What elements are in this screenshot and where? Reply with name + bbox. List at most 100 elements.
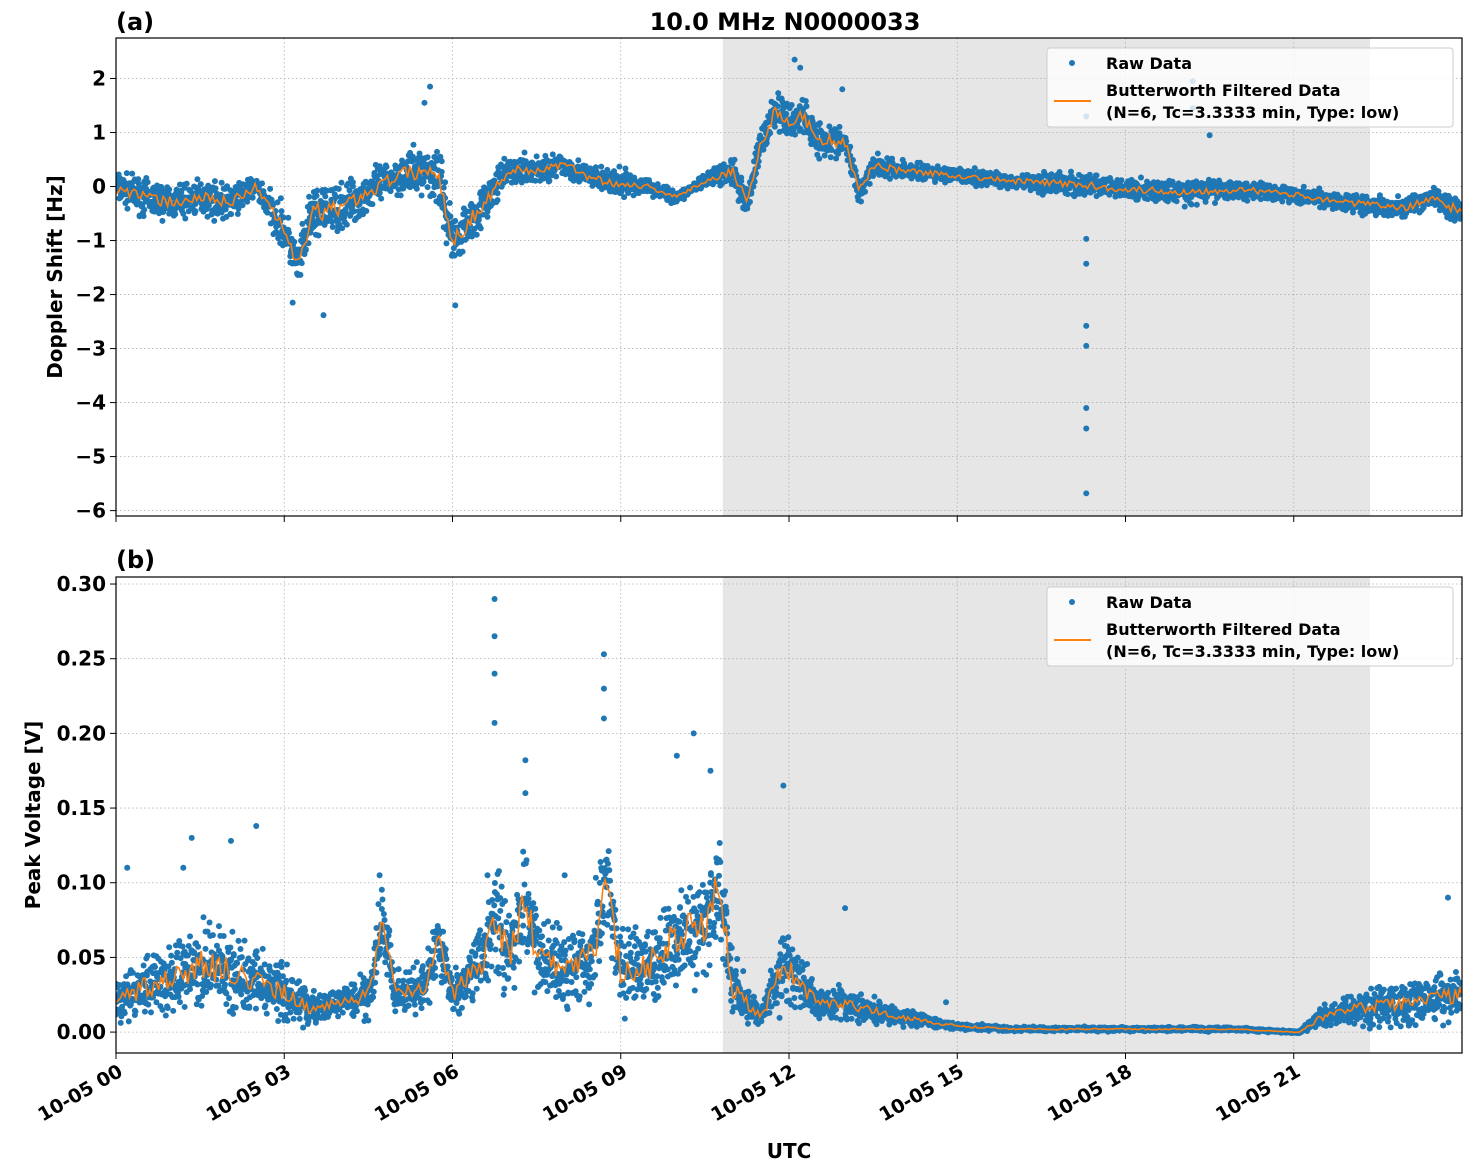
raw-data-point [346, 187, 353, 194]
raw-data-point [218, 179, 225, 186]
raw-data-point [187, 986, 194, 993]
raw-data-point [176, 999, 183, 1006]
raw-data-point [738, 174, 745, 181]
raw-data-point [1137, 174, 1144, 181]
raw-data-point [117, 1019, 124, 1026]
raw-data-point [253, 948, 260, 955]
raw-data-point [475, 217, 482, 224]
raw-data-point [1083, 490, 1090, 497]
raw-data-point [1458, 212, 1462, 219]
raw-data-point [174, 949, 181, 956]
raw-data-point [370, 988, 377, 995]
raw-data-point [223, 1001, 230, 1008]
raw-data-point [416, 150, 423, 157]
raw-data-point [121, 1010, 128, 1017]
y-tick-label: −5 [75, 445, 106, 469]
raw-data-point [802, 97, 809, 104]
legend-raw-marker [1069, 60, 1075, 66]
raw-data-point [285, 229, 292, 236]
raw-data-point [234, 960, 241, 967]
raw-data-point [335, 185, 342, 192]
raw-data-point [234, 210, 241, 217]
raw-data-point [847, 143, 854, 150]
y-tick-label: −1 [75, 229, 106, 253]
raw-data-point [145, 1001, 152, 1008]
raw-data-point [446, 199, 453, 206]
raw-data-point [1083, 260, 1090, 267]
raw-data-point [162, 1012, 169, 1019]
raw-data-point [746, 198, 753, 205]
raw-data-point [750, 183, 757, 190]
raw-data-point [232, 1004, 239, 1011]
raw-data-point [469, 233, 476, 240]
raw-data-point [351, 986, 358, 993]
raw-data-point [771, 123, 778, 130]
raw-data-point [821, 152, 828, 159]
raw-data-point [797, 64, 804, 71]
raw-data-point [397, 192, 404, 199]
raw-data-point [621, 194, 628, 201]
raw-data-point [280, 214, 287, 221]
raw-data-point [147, 1009, 154, 1016]
raw-data-point [345, 180, 352, 187]
raw-data-point [159, 217, 166, 224]
raw-data-point [484, 213, 491, 220]
raw-data-point [791, 56, 798, 63]
raw-data-point [238, 991, 245, 998]
raw-data-point [836, 123, 843, 130]
raw-data-point [473, 231, 480, 238]
filtered-data-line [116, 106, 1462, 261]
y-tick-label: 0.05 [57, 945, 106, 969]
raw-data-point [129, 969, 136, 976]
raw-data-point [438, 158, 445, 165]
raw-data-point [353, 1008, 360, 1015]
raw-data-point [440, 184, 447, 191]
raw-data-point [1212, 200, 1219, 207]
raw-data-point [140, 213, 147, 220]
raw-data-point [211, 178, 218, 185]
raw-data-point [119, 1003, 126, 1010]
raw-data-point [413, 185, 420, 192]
raw-data-point [224, 183, 231, 190]
raw-data-point [135, 176, 142, 183]
raw-data-point [1300, 183, 1307, 190]
raw-data-point [302, 987, 309, 994]
raw-data-point [335, 1013, 342, 1020]
raw-data-point [1206, 132, 1213, 139]
raw-data-point [198, 1002, 205, 1009]
raw-data-point [314, 187, 321, 194]
raw-data-point [553, 173, 560, 180]
y-tick-label: 0 [92, 175, 106, 199]
raw-data-point [1083, 404, 1090, 411]
raw-data-point [290, 1015, 297, 1022]
raw-data-point [140, 962, 147, 969]
plot-area [116, 56, 1462, 497]
raw-data-point [166, 944, 173, 951]
y-tick-label: −2 [75, 283, 106, 307]
raw-data-point [302, 246, 309, 253]
raw-data-point [306, 193, 313, 200]
raw-data-point [383, 163, 390, 170]
raw-data-point [379, 896, 386, 903]
raw-data-point [376, 951, 383, 958]
raw-data-point [241, 937, 248, 944]
raw-data-point [343, 221, 350, 228]
raw-data-point [760, 146, 767, 153]
raw-data-point [827, 154, 834, 161]
raw-data-point [202, 945, 209, 952]
chart-title: 10.0 MHz N0000033 [650, 8, 921, 36]
raw-data-point [387, 941, 394, 948]
y-tick-label: −3 [75, 337, 106, 361]
raw-data-point [262, 1002, 269, 1009]
raw-data-point [521, 149, 528, 156]
plot-area [116, 595, 1462, 1037]
raw-data-point [212, 185, 219, 192]
raw-data-point [229, 928, 236, 935]
raw-data-point [365, 1017, 372, 1024]
raw-data-point [788, 101, 795, 108]
x-axis-label: UTC [767, 1139, 812, 1163]
raw-data-point [392, 1008, 399, 1015]
raw-data-point [378, 886, 385, 893]
